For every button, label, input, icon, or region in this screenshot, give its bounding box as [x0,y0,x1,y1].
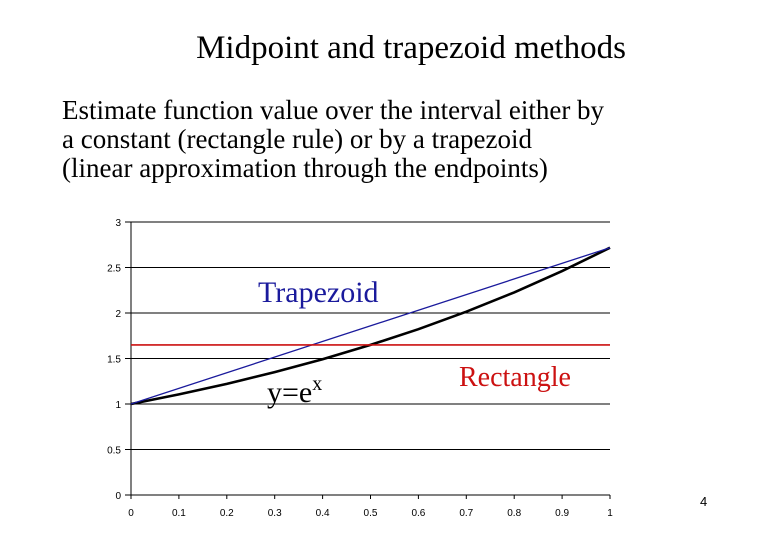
x-tick-label: 0.5 [364,508,378,519]
slide-body-text: Estimate function value over the interva… [62,96,762,183]
x-tick-label: 0.8 [507,508,521,519]
rectangle-annotation: Rectangle [459,362,571,393]
slide-number: 4 [700,494,708,509]
y-tick-label: 1 [115,400,121,411]
exp-curve-annotation-superscript: x [312,373,322,395]
slide-title: Midpoint and trapezoid methods [196,30,626,66]
exp-curve-annotation: y=ex [267,373,322,409]
x-tick-label: 0 [128,508,134,519]
body-line: Estimate function value over the interva… [62,95,605,125]
y-tick-label: 1.5 [107,355,121,366]
x-tick-label: 0.1 [172,508,186,519]
x-tick-label: 0.3 [268,508,282,519]
x-tick-label: 0.2 [220,508,234,519]
x-tick-label: 0.9 [555,508,569,519]
x-tick-label: 0.4 [316,508,330,519]
trapezoid-line [130,247,611,405]
x-tick-label: 0.6 [411,508,425,519]
body-line: a constant (rectangle rule) or by a trap… [62,124,533,154]
y-tick-label: 0.5 [107,446,121,457]
y-tick-label: 2.5 [107,264,121,275]
trapezoid-annotation: Trapezoid [258,276,379,309]
body-line: (linear approximation through the endpoi… [62,153,548,183]
x-tick-label: 0.7 [459,508,473,519]
y-tick-label: 0 [115,491,121,502]
y-tick-label: 3 [115,218,121,229]
rectangle-annotation-text: Rectangle [459,362,571,393]
x-tick-label: 1 [607,508,613,519]
exp-curve-annotation-text: y=e [267,376,312,409]
y-tick-label: 2 [115,309,121,320]
trapezoid-annotation-text: Trapezoid [258,276,379,309]
